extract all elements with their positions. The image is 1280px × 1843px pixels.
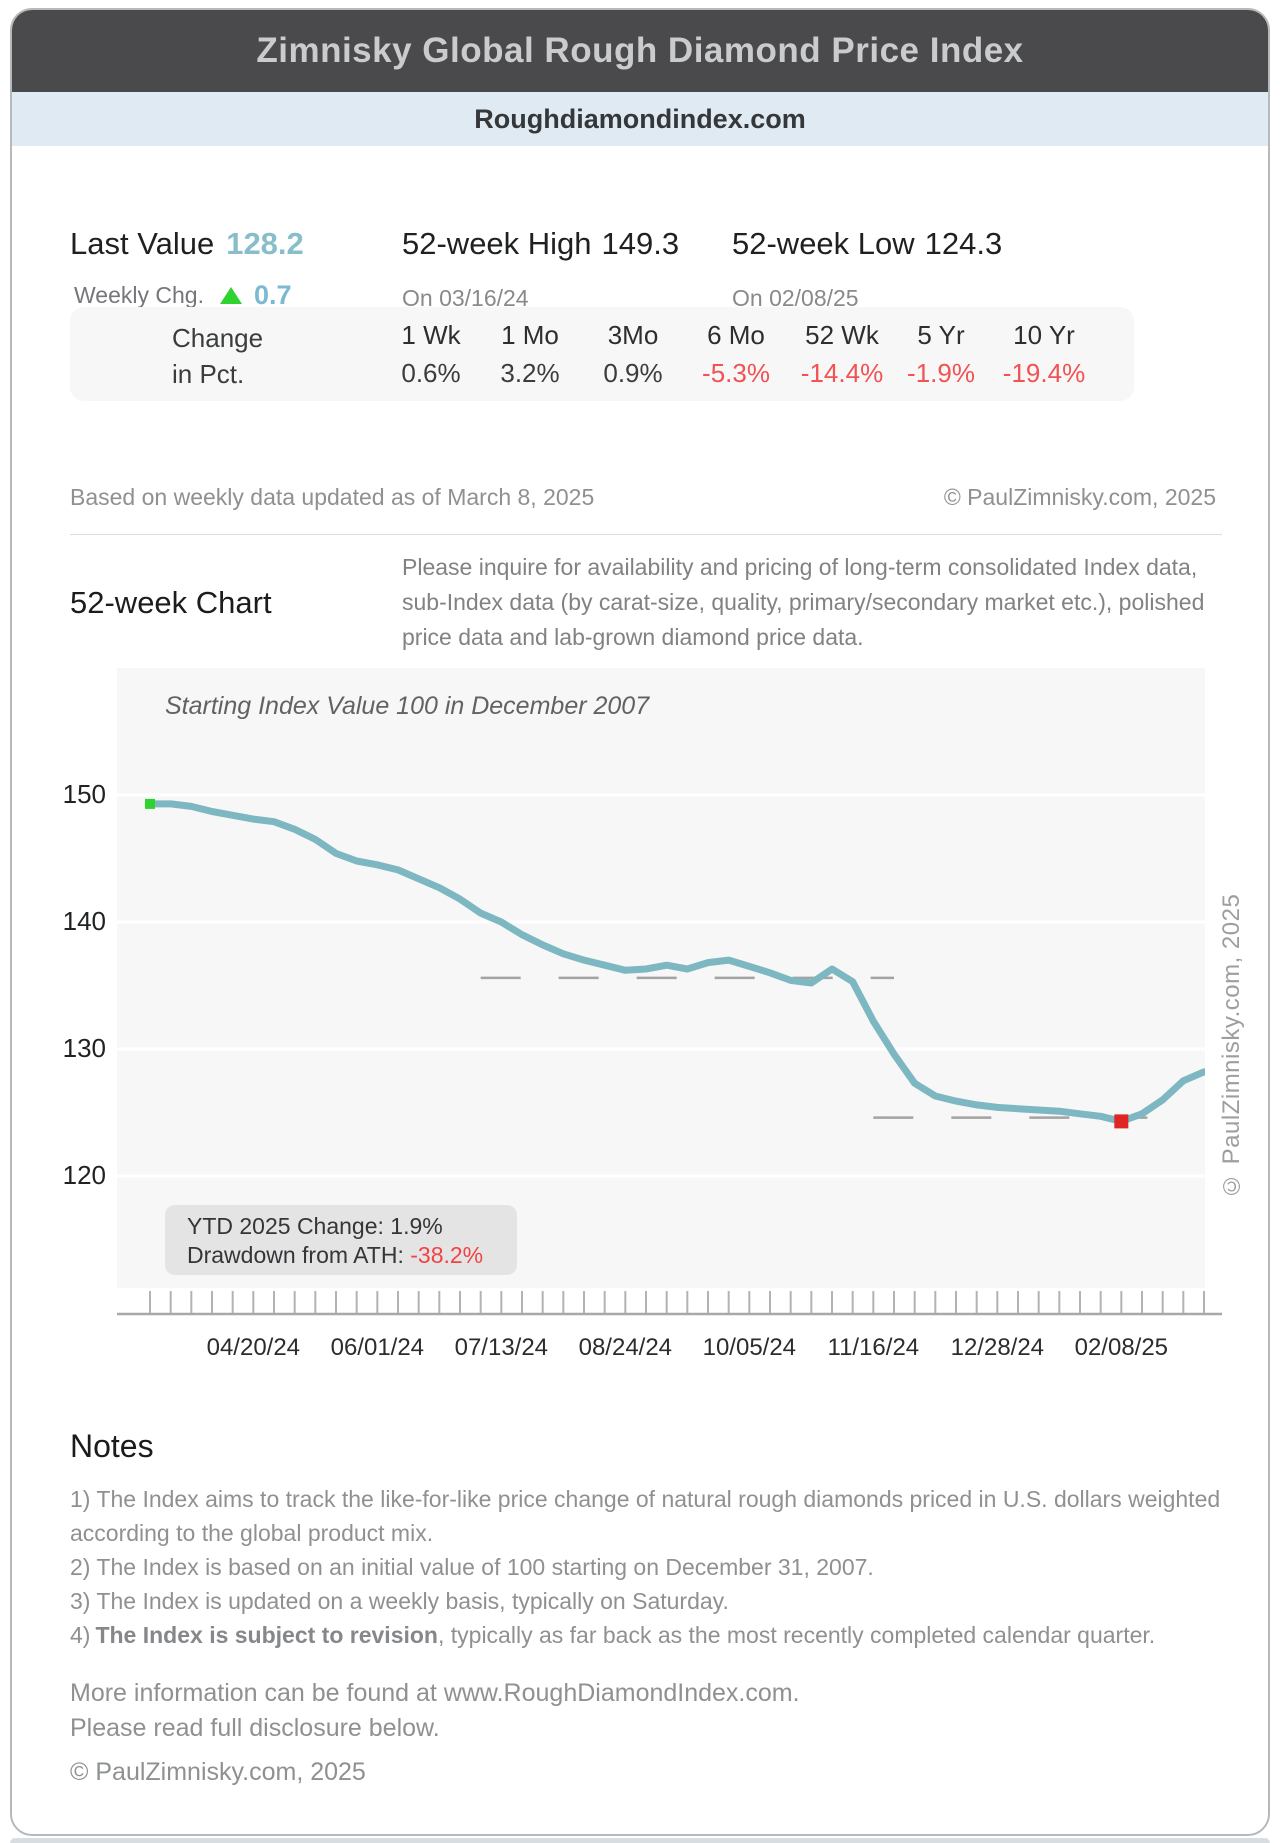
notes-heading: Notes (70, 1428, 154, 1464)
chart-annotation: Starting Index Value 100 in December 200… (165, 692, 650, 720)
change-col-label: 6 Mo (707, 320, 765, 350)
next-section-strip (10, 1838, 1270, 1843)
copyright-top: © PaulZimnisky.com, 2025 (943, 484, 1216, 510)
last-value-label: Last Value (70, 226, 215, 261)
chart-heading: 52-week Chart (70, 585, 272, 620)
change-col-value: -14.4% (800, 358, 884, 388)
notes-list: 1) The Index aims to track the like-for-… (70, 1482, 1235, 1652)
change-col-value: -19.4% (1002, 358, 1086, 388)
weekly-change-label: Weekly Chg. (74, 282, 204, 308)
last-value: 128.2 (226, 226, 304, 261)
ytd-change-line: YTD 2025 Change: 1.9% (187, 1213, 443, 1239)
change-col-value: 0.9% (603, 358, 663, 388)
weekly-change-row: Weekly Chg. 0.7 (74, 280, 292, 311)
divider-line (70, 534, 1222, 535)
last-value-row: Last Value 128.2 (70, 226, 304, 262)
note-2: 2) The Index is based on an initial valu… (70, 1554, 874, 1580)
change-label-line2: in Pct. (172, 359, 245, 389)
note-4-rest: , typically as far back as the most rece… (437, 1622, 1156, 1648)
x-axis-label: 07/13/24 (454, 1334, 549, 1361)
change-label-line1: Change (172, 323, 264, 353)
up-arrow-icon (219, 287, 242, 304)
high-date: On 03/16/24 (402, 285, 529, 311)
page-title: Zimnisky Global Rough Diamond Price Inde… (256, 31, 1024, 70)
change-table-row-label: Change in Pct. (172, 320, 263, 392)
high-start-marker (145, 798, 155, 809)
high-label: 52-week High (402, 226, 592, 261)
x-axis-label: 06/01/24 (330, 1334, 425, 1361)
high-block: 52-week High 149.3 On 03/16/24 (402, 226, 679, 312)
high-value: 149.3 (601, 226, 680, 261)
change-col-label: 1 Wk (401, 320, 461, 350)
y-axis-label: 140 (62, 906, 106, 936)
weekly-change-value: 0.7 (253, 280, 292, 310)
x-axis-label: 12/28/24 (950, 1334, 1045, 1361)
x-axis-label: 02/08/25 (1074, 1334, 1169, 1361)
change-col-label: 10 Yr (1013, 320, 1075, 350)
updated-text: Based on weekly data updated as of March… (70, 484, 595, 510)
footer-info: More information can be found at www.Rou… (70, 1676, 800, 1746)
y-axis-labels: 150 140 130 120 (42, 10, 106, 1310)
report-card: Zimnisky Global Rough Diamond Price Inde… (10, 8, 1270, 1836)
y-axis-label: 120 (62, 1160, 106, 1190)
x-axis-label: 04/20/24 (206, 1334, 301, 1361)
footer-copyright: © PaulZimnisky.com, 2025 (70, 1758, 366, 1786)
note-3: 3) The Index is updated on a weekly basi… (70, 1588, 729, 1614)
note-4: 4) The Index is subject to revision, typi… (70, 1618, 1235, 1652)
change-col-value: 0.6% (401, 358, 461, 388)
chart-plot-area: Starting Index Value 100 in December 200… (117, 668, 1208, 1288)
low-value: 124.3 (924, 226, 1003, 261)
x-axis-labels: 04/20/24 06/01/24 07/13/24 08/24/24 10/05/24… (117, 1334, 1205, 1366)
low-label: 52-week Low (732, 226, 915, 261)
note-4-prefix: 4) (70, 1622, 91, 1648)
change-col-value: -5.3% (702, 358, 770, 388)
low-block: 52-week Low 124.3 On 02/08/25 (732, 226, 1002, 312)
change-col-value: 3.2% (500, 358, 560, 388)
low-date: On 02/08/25 (732, 285, 859, 311)
drawdown-label: Drawdown from ATH: (187, 1242, 411, 1268)
drawdown-line: Drawdown from ATH: -38.2% (187, 1241, 517, 1270)
footer-info-line1: More information can be found at www.Rou… (70, 1679, 800, 1707)
ytd-box: YTD 2025 Change: 1.9% Drawdown from ATH:… (165, 1205, 517, 1275)
change-col-label: 1 Mo (501, 320, 559, 350)
inquiry-text: Please inquire for availability and pric… (402, 554, 1205, 650)
note-1: 1) The Index aims to track the like-for-… (70, 1486, 1221, 1546)
x-axis-label: 11/16/24 (827, 1334, 920, 1361)
price-line (146, 800, 1208, 1125)
y-axis-label: 130 (62, 1033, 106, 1063)
side-copyright-vertical: © PaulZimnisky.com, 2025 (1218, 893, 1245, 1199)
change-col-value: -1.9% (907, 358, 975, 388)
change-table: Change in Pct. 1 Wk 0.6% 1 Mo 3.2% 3Mo 0.9% 6 … (70, 307, 1134, 401)
change-col-label: 3Mo (607, 320, 659, 350)
y-axis-label: 150 (62, 779, 106, 809)
change-col-label: 52 Wk (805, 320, 879, 350)
subheader-bar: Roughdiamondindex.com (12, 92, 1268, 146)
x-axis-ticks (117, 1291, 1222, 1316)
low-marker (1114, 1114, 1129, 1129)
x-axis-label: 10/05/24 (702, 1334, 797, 1361)
note-4-bold: The Index is subject to revision (95, 1622, 438, 1648)
price-chart (117, 793, 1208, 1178)
header-bar: Zimnisky Global Rough Diamond Price Inde… (12, 10, 1268, 92)
site-name: Roughdiamondindex.com (474, 103, 806, 134)
x-axis-label: 08/24/24 (578, 1334, 673, 1361)
footer-info-line2: Please read full disclosure below. (70, 1714, 440, 1742)
drawdown-value: -38.2% (410, 1242, 484, 1268)
change-col-label: 5 Yr (917, 320, 965, 350)
